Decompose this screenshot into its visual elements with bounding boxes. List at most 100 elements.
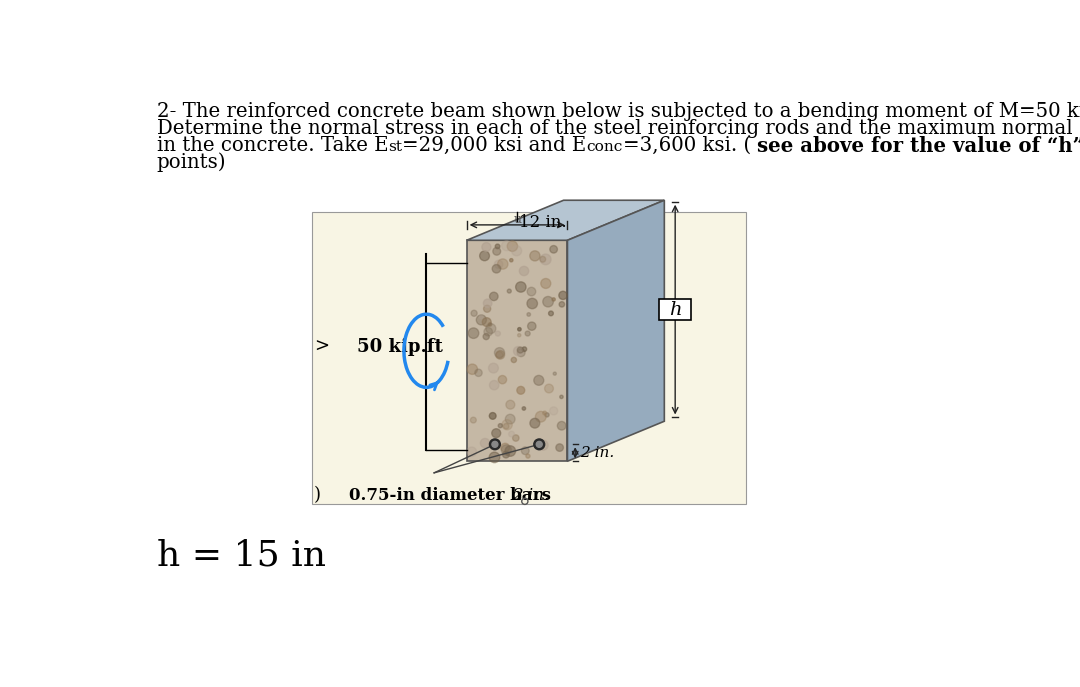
Circle shape (517, 328, 522, 331)
Circle shape (496, 244, 500, 249)
Text: st: st (389, 140, 403, 155)
Circle shape (540, 254, 551, 264)
Circle shape (469, 328, 478, 339)
Circle shape (476, 315, 486, 325)
Circle shape (496, 331, 500, 336)
Text: h: h (669, 301, 681, 319)
Circle shape (498, 259, 508, 269)
Circle shape (543, 297, 553, 307)
Circle shape (468, 364, 477, 374)
Circle shape (515, 282, 526, 292)
FancyBboxPatch shape (659, 299, 691, 320)
Circle shape (484, 328, 492, 336)
Circle shape (495, 348, 504, 358)
Circle shape (525, 331, 530, 336)
Circle shape (530, 251, 540, 261)
Circle shape (519, 267, 529, 275)
Circle shape (558, 291, 567, 300)
Circle shape (489, 413, 496, 419)
Circle shape (501, 445, 511, 455)
Text: =3,600 ksi. (: =3,600 ksi. ( (623, 135, 757, 155)
Circle shape (536, 412, 546, 422)
Circle shape (496, 352, 503, 359)
Circle shape (557, 421, 566, 430)
Circle shape (527, 298, 538, 308)
Polygon shape (567, 200, 664, 461)
Text: 2 in.: 2 in. (580, 446, 615, 460)
Text: 2 in.: 2 in. (512, 486, 549, 504)
Circle shape (522, 347, 527, 352)
Circle shape (486, 324, 496, 334)
Circle shape (511, 357, 516, 363)
Text: =29,000 ksi and E: =29,000 ksi and E (403, 135, 586, 155)
Circle shape (549, 311, 553, 316)
Circle shape (502, 420, 512, 430)
Text: 12 in.: 12 in. (519, 214, 567, 231)
Circle shape (501, 443, 510, 452)
Circle shape (559, 302, 565, 307)
Circle shape (540, 256, 545, 262)
Circle shape (480, 251, 489, 261)
Circle shape (484, 305, 490, 313)
Circle shape (538, 440, 549, 450)
Circle shape (517, 349, 525, 357)
Bar (312, 212, 745, 504)
Text: ): ) (314, 486, 321, 504)
Text: >: > (314, 337, 329, 356)
Bar (467, 240, 567, 461)
Text: 0.75-in diameter bars: 0.75-in diameter bars (349, 486, 551, 504)
Circle shape (553, 372, 556, 375)
Text: 2- The reinforced concrete beam shown below is subjected to a bending moment of : 2- The reinforced concrete beam shown be… (157, 102, 1080, 121)
Circle shape (483, 317, 491, 326)
Circle shape (495, 260, 503, 269)
Text: points): points) (157, 153, 227, 172)
Circle shape (489, 452, 500, 462)
Circle shape (544, 384, 553, 393)
Circle shape (501, 240, 512, 251)
Circle shape (550, 407, 557, 415)
Circle shape (510, 258, 513, 262)
Text: h = 15 in: h = 15 in (157, 539, 326, 572)
Circle shape (481, 438, 489, 448)
Circle shape (509, 431, 514, 437)
Circle shape (489, 439, 500, 450)
Circle shape (471, 311, 477, 316)
Circle shape (489, 381, 499, 390)
Circle shape (517, 334, 521, 337)
Circle shape (543, 411, 546, 415)
Circle shape (522, 447, 529, 455)
Circle shape (513, 346, 523, 356)
Circle shape (488, 323, 491, 326)
Circle shape (534, 375, 543, 385)
Circle shape (552, 298, 555, 301)
Circle shape (508, 289, 511, 293)
Circle shape (482, 243, 491, 251)
Circle shape (517, 386, 525, 394)
Circle shape (513, 435, 519, 441)
Circle shape (492, 264, 501, 273)
Circle shape (537, 441, 542, 447)
Circle shape (505, 414, 515, 424)
Circle shape (471, 417, 476, 423)
Circle shape (491, 429, 501, 438)
Circle shape (484, 299, 491, 308)
Circle shape (498, 376, 507, 384)
Circle shape (517, 347, 524, 353)
Circle shape (556, 444, 564, 451)
Circle shape (527, 287, 536, 296)
Text: 50 kip.ft: 50 kip.ft (356, 338, 443, 356)
Polygon shape (467, 200, 664, 240)
Circle shape (503, 423, 509, 429)
Circle shape (559, 395, 563, 398)
Circle shape (528, 322, 536, 330)
Circle shape (544, 413, 549, 417)
Circle shape (541, 278, 551, 289)
Circle shape (505, 446, 515, 456)
Circle shape (502, 451, 510, 458)
Circle shape (498, 424, 502, 428)
Circle shape (496, 350, 504, 359)
Circle shape (488, 363, 498, 373)
Circle shape (480, 315, 483, 319)
Circle shape (527, 313, 530, 316)
Circle shape (522, 407, 526, 410)
